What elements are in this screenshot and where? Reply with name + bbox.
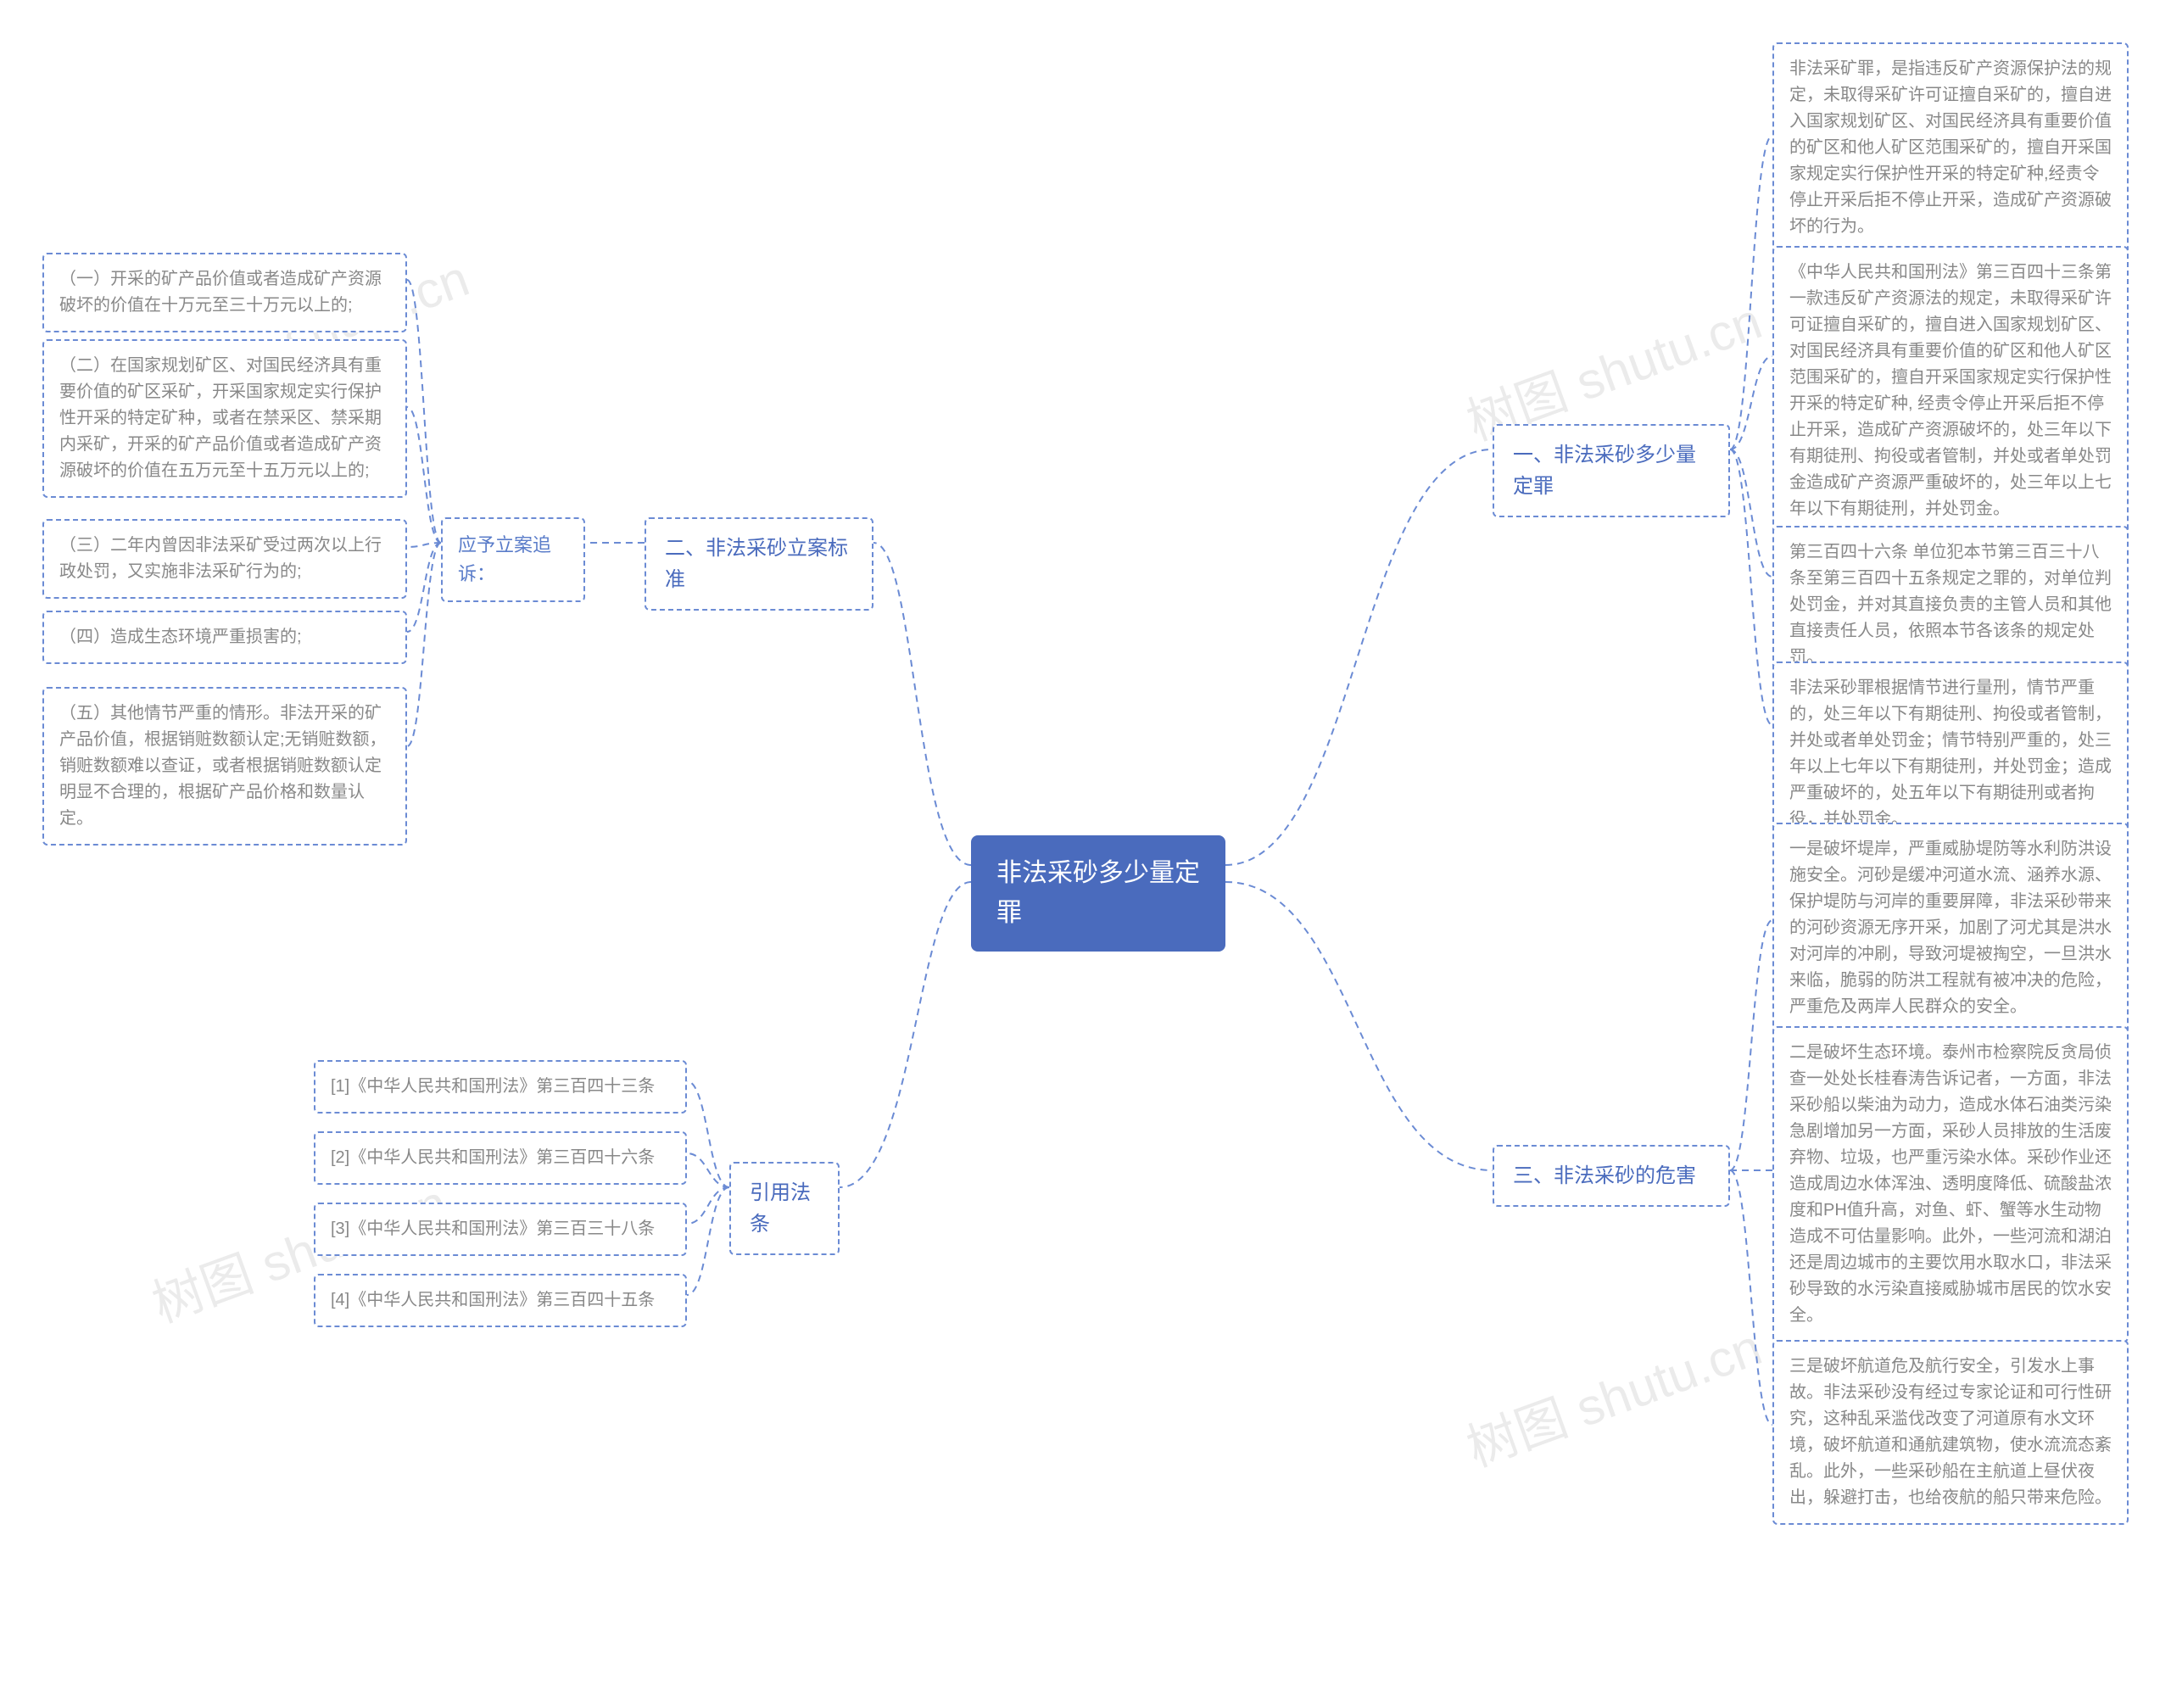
leaf-b4-2: [3]《中华人民共和国刑法》第三百三十八条	[314, 1203, 687, 1256]
leaf-b2-4: （五）其他情节严重的情形。非法开采的矿产品价值，根据销赃数额认定;无销赃数额，销…	[42, 687, 407, 846]
leaf-b4-0: [1]《中华人民共和国刑法》第三百四十三条	[314, 1060, 687, 1114]
branch-b2[interactable]: 二、非法采砂立案标准	[645, 517, 873, 611]
leaf-b2-0: （一）开采的矿产品价值或者造成矿产资源破坏的价值在十万元至三十万元以上的;	[42, 253, 407, 332]
sub-b2: 应予立案追诉：	[441, 517, 585, 602]
leaf-b1-2: 第三百四十六条 单位犯本节第三百三十八条至第三百四十五条规定之罪的，对单位判处罚…	[1772, 526, 2129, 684]
leaf-b4-3: [4]《中华人民共和国刑法》第三百四十五条	[314, 1274, 687, 1327]
leaf-b1-3: 非法采砂罪根据情节进行量刑，情节严重的，处三年以下有期徒刑、拘役或者管制，并处或…	[1772, 661, 2129, 846]
leaf-b2-1: （二）在国家规划矿区、对国民经济具有重要价值的矿区采矿，开采国家规定实行保护性开…	[42, 339, 407, 498]
leaf-b2-2: （三）二年内曾因非法采矿受过两次以上行政处罚，又实施非法采矿行为的;	[42, 519, 407, 599]
watermark: 树图 shutu.cn	[1455, 1306, 1770, 1481]
leaf-b2-3: （四）造成生态环境严重损害的;	[42, 611, 407, 664]
center-node[interactable]: 非法采砂多少量定罪	[971, 835, 1225, 952]
branch-b1[interactable]: 一、非法采砂多少量定罪	[1493, 424, 1730, 517]
leaf-b4-1: [2]《中华人民共和国刑法》第三百四十六条	[314, 1131, 687, 1185]
leaf-b1-0: 非法采矿罪，是指违反矿产资源保护法的规定，未取得采矿许可证擅自采矿的，擅自进入国…	[1772, 42, 2129, 254]
leaf-b3-1: 二是破坏生态环境。泰州市检察院反贪局侦查一处处长桂春涛告诉记者，一方面，非法采砂…	[1772, 1026, 2129, 1342]
leaf-b1-1: 《中华人民共和国刑法》第三百四十三条第一款违反矿产资源法的规定，未取得采矿许可证…	[1772, 246, 2129, 536]
branch-b4[interactable]: 引用法条	[729, 1162, 840, 1255]
branch-b3[interactable]: 三、非法采砂的危害	[1493, 1145, 1730, 1207]
leaf-b3-2: 三是破坏航道危及航行安全，引发水上事故。非法采砂没有经过专家论证和可行性研究，这…	[1772, 1340, 2129, 1525]
leaf-b3-0: 一是破坏堤岸，严重威胁堤防等水利防洪设施安全。河砂是缓冲河道水流、涵养水源、保护…	[1772, 823, 2129, 1034]
